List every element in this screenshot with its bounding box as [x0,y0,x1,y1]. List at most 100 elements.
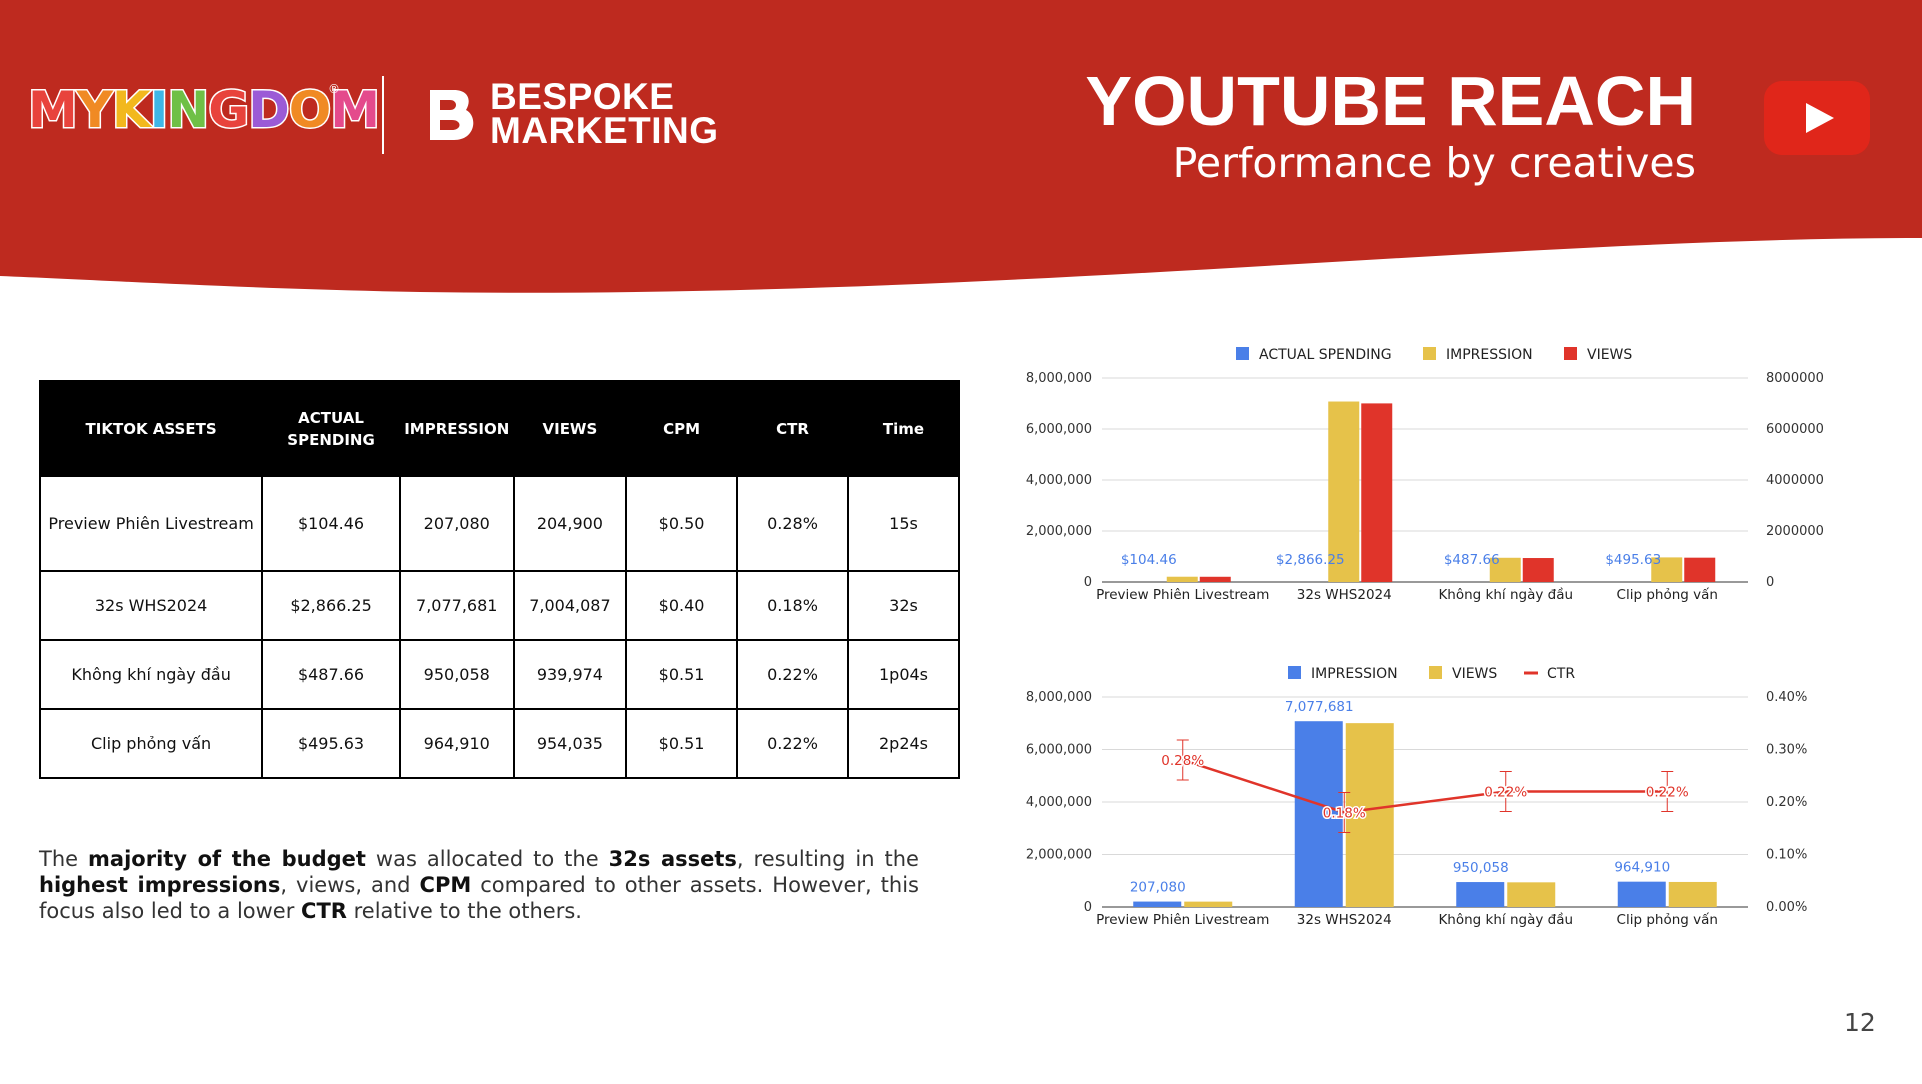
cell-views: 939,974 [512,639,628,710]
legend-swatch [1429,666,1442,679]
x-tick-label: Preview Phiên Livestream [1096,912,1269,928]
y-tick-label: 2,000,000 [1026,524,1092,539]
bar [1684,557,1716,582]
y2-tick-label: 0.10% [1766,848,1807,863]
y2-tick-label: 4000000 [1766,473,1824,488]
x-tick-label: 32s WHS2024 [1297,912,1392,928]
bar [1651,557,1683,582]
x-tick-label: Không khí ngày đầu [1438,587,1573,603]
data-label: 207,080 [1130,880,1186,896]
cell-views: 7,004,087 [512,570,628,641]
y-tick-label: 6,000,000 [1026,422,1092,437]
legend-label: IMPRESSION [1446,347,1533,363]
summary-note: The majority of the budget was allocated… [39,846,919,924]
bar [1489,557,1521,582]
bespoke-marketing-logo: BESPOKE MARKETING [490,76,719,151]
note-text: was allocated to the [365,847,609,871]
y-tick-label: 8,000,000 [1026,690,1092,705]
cell-cpm: $0.51 [625,708,738,779]
x-tick-label: 32s WHS2024 [1297,587,1392,603]
col-header-spending-label: ACTUAL SPENDING [287,408,375,449]
cell-impression: 964,910 [398,708,515,779]
note-text: compared to other assets. However, this … [39,873,920,923]
cell-spending: $2,866.25 [261,570,401,641]
cell-cpm: $0.51 [625,639,738,710]
header-banner [0,0,1922,293]
note-emphasis: highest impressions [39,873,281,897]
cell-time: 15s [847,475,960,572]
cell-time: 32s [847,570,960,641]
mykingdom-logo: MYKINGDOM [27,80,382,141]
ctr-point-label: 0.28% [1161,753,1204,769]
data-label: $104.46 [1121,552,1177,568]
note-text: The [39,847,89,871]
note-emphasis: 32s assets [608,847,737,871]
ctr-point-label: 0.22% [1646,785,1689,801]
y2-tick-label: 0 [1766,575,1774,590]
table-header-row: TIKTOK ASSETS ACTUAL SPENDING IMPRESSION… [38,380,960,477]
cell-ctr: 0.22% [735,708,850,779]
data-label: $495.63 [1605,552,1661,568]
table-row: 32s WHS2024 $2,866.25 7,077,681 7,004,08… [38,570,960,641]
table-row: Không khí ngày đầu $487.66 950,058 939,9… [38,639,960,710]
assets-table: TIKTOK ASSETS ACTUAL SPENDING IMPRESSION… [38,380,960,779]
bar [1668,881,1717,907]
y-tick-label: 6,000,000 [1026,743,1092,758]
col-header-impression: IMPRESSION [398,380,515,477]
cell-time: 2p24s [847,708,960,779]
cell-impression: 950,058 [398,639,515,710]
bar [1456,882,1505,907]
page-number: 12 [1844,1008,1876,1037]
legend-label: CTR [1547,666,1575,682]
bar [1184,901,1233,907]
youtube-icon [1764,81,1870,155]
x-tick-label: Clip phỏng vấn [1617,912,1718,928]
data-label: 964,910 [1614,860,1670,876]
cell-spending: $495.63 [261,708,401,779]
y2-tick-label: 2000000 [1766,524,1824,539]
y-tick-label: 4,000,000 [1026,473,1092,488]
ctr-point-label: 0.22% [1484,785,1527,801]
bar [1328,401,1360,582]
bar [1507,882,1556,907]
cell-ctr: 0.18% [735,570,850,641]
data-label: 7,077,681 [1285,699,1354,715]
y-tick-label: 8,000,000 [1026,371,1092,386]
data-label: $2,866.25 [1276,552,1345,568]
bar [1617,881,1666,907]
data-label: 950,058 [1453,860,1509,876]
legend-label: VIEWS [1587,347,1632,363]
ctr-point-label: 0.18% [1323,806,1366,822]
x-tick-label: Clip phỏng vấn [1617,587,1718,603]
cell-spending: $104.46 [261,475,401,572]
cell-impression: 207,080 [398,475,515,572]
page-title: YOUTUBE REACH [1085,62,1696,140]
bar [1361,403,1393,582]
table-row: Clip phỏng vấn $495.63 964,910 954,035 $… [38,708,960,779]
brand-line-1: BESPOKE [490,76,675,117]
note-emphasis: majority of the budget [88,847,366,871]
table-row: Preview Phiên Livestream $104.46 207,080… [38,475,960,572]
cell-spending: $487.66 [261,639,401,710]
page-subtitle: Performance by creatives [1172,139,1696,187]
ctr-line [1182,758,1668,814]
col-header-spending: ACTUAL SPENDING [261,380,401,477]
bespoke-logo-mark [430,90,474,140]
data-label: $487.66 [1444,552,1500,568]
legend-label: VIEWS [1452,666,1497,682]
legend-swatch [1423,347,1436,360]
impression-views-ctr-chart: 0 2,000,000 4,000,000 6,000,000 8,000,000 0.0… [1026,666,1807,928]
y2-tick-label: 0.30% [1766,743,1807,758]
cell-time: 1p04s [847,639,960,710]
spending-impression-views-chart: 0 2,000,000 4,000,000 6,000,000 8,000,000 0 20… [1026,347,1824,603]
y2-tick-label: 8000000 [1766,371,1824,386]
note-emphasis: CTR [301,899,347,923]
legend-label: IMPRESSION [1311,666,1398,682]
cell-impression: 7,077,681 [398,570,515,641]
col-header-ctr: CTR [735,380,850,477]
brand-line-2: MARKETING [490,110,719,151]
cell-cpm: $0.50 [625,475,738,572]
cell-views: 954,035 [512,708,628,779]
y2-tick-label: 0.00% [1766,900,1807,915]
